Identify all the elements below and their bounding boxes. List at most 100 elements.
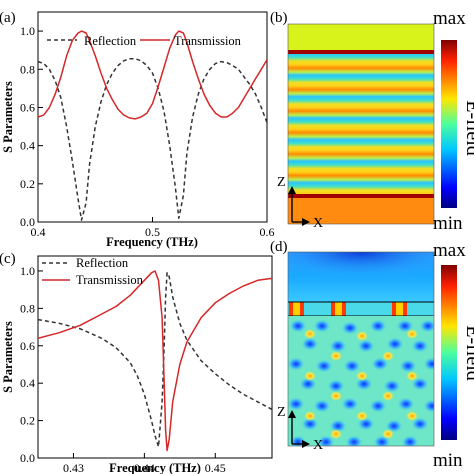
- field-d-node: [419, 319, 434, 333]
- panel-label-b: (b): [270, 10, 288, 26]
- axes-indicator-d: Z X: [277, 405, 323, 453]
- field-d-node: [341, 321, 359, 335]
- chart-c-ytick-label: 0.0: [20, 451, 35, 465]
- field-d-node: [357, 339, 375, 353]
- field-d-frame: [287, 251, 435, 447]
- field-d-node: [317, 435, 335, 446]
- field-b-top-edge: [288, 50, 434, 54]
- chart-c-ylabel: S Parameters: [1, 321, 15, 393]
- chart-c-xtick-label: 0.43: [63, 461, 84, 474]
- axis-z-label-b: Z: [277, 175, 286, 190]
- chart-c-xtick-label: 0.44: [134, 461, 155, 474]
- field-d-resonator-core: [396, 302, 403, 316]
- field-d-node: [329, 339, 347, 353]
- field-d-hotspot: [382, 391, 394, 401]
- axis-x-label-b: X: [313, 216, 323, 231]
- field-b-bottom-edge: [288, 194, 434, 198]
- chart-c-xlabel: Frequency (THz): [109, 461, 201, 474]
- field-d-hotspot: [382, 351, 394, 361]
- field-d-hotspot: [382, 429, 394, 439]
- field-b-frame: [287, 23, 435, 225]
- chart-a-xtick-label: 0.4: [31, 225, 46, 239]
- axes-indicator-b: Z X: [277, 175, 323, 231]
- field-d-node: [399, 359, 417, 373]
- field-d-node: [411, 339, 429, 353]
- chart-a-xtick-label: 0.6: [260, 225, 275, 239]
- chart-c-ytick-label: 1.0: [20, 264, 35, 278]
- chart-a-ytick-label: 0.0: [20, 215, 35, 229]
- axis-z-arrowhead-b: [288, 186, 296, 194]
- legend-reflection-label-c: Reflection: [76, 256, 129, 270]
- chart-c-xtick-label: 0.45: [205, 461, 226, 474]
- field-d-resonator-core: [293, 302, 300, 316]
- axis-z-arrowhead-d: [288, 410, 296, 418]
- field-map-d: [288, 252, 434, 446]
- chart-c: 0.43 0.44 0.45 0.0 0.2 0.4 0.6 0.8 1.0 Reflectio…: [1, 255, 273, 474]
- colorbar-b: max min E-field: [433, 8, 474, 234]
- field-d-node: [313, 399, 331, 413]
- chart-a-xlabel: Frequency (THz): [106, 235, 198, 249]
- chart-c-ytick-label: 0.8: [20, 301, 35, 315]
- chart-a-xtick-label: 0.5: [145, 225, 160, 239]
- field-d-top-dark: [288, 252, 434, 292]
- field-d-hotspot: [304, 329, 316, 339]
- colorbar-d-title: E-field: [462, 325, 474, 381]
- chart-a-ytick-label: 0.2: [20, 177, 35, 191]
- field-d-hotspot: [406, 329, 418, 339]
- field-d-hotspot: [330, 351, 342, 361]
- field-d-hotspot: [406, 411, 418, 421]
- colorbar-b-gradient: [441, 40, 457, 208]
- panel-label-d: (d): [270, 239, 288, 255]
- chart-a-ytick-label: 0.6: [20, 100, 35, 114]
- axis-x-arrowhead-d: [302, 440, 310, 448]
- legend-transmission-label-c: Transmission: [76, 273, 144, 287]
- field-d-node: [371, 357, 389, 371]
- chart-c-series-reflection: [38, 272, 272, 448]
- field-d-node: [288, 357, 305, 371]
- field-d-node: [369, 399, 387, 413]
- field-d-layer: [288, 302, 434, 316]
- field-d-node: [345, 435, 363, 446]
- field-d-hotspot: [304, 411, 316, 421]
- field-d-node: [411, 417, 429, 431]
- chart-c-frame: [37, 255, 273, 459]
- axis-x-label-d: X: [313, 438, 323, 453]
- chart-a-series-reflection: [38, 58, 267, 221]
- field-d-node: [341, 397, 359, 411]
- chart-c-ytick-label: 0.4: [20, 376, 35, 390]
- field-map-b: [288, 24, 434, 224]
- field-d-node: [327, 379, 345, 393]
- field-d-hotspot: [330, 391, 342, 401]
- chart-a-series-transmission: [38, 30, 267, 120]
- field-d-hotspot: [356, 411, 368, 421]
- chart-a-ytick-label: 0.8: [20, 62, 35, 76]
- panel-label-a: (a): [0, 10, 16, 26]
- colorbar-b-min: min: [433, 213, 463, 234]
- field-d-hotspot: [304, 371, 316, 381]
- colorbar-d-max: max: [433, 240, 466, 261]
- field-d-node: [301, 417, 319, 431]
- field-d-hotspot: [406, 371, 418, 381]
- field-d-hotspot: [330, 429, 342, 439]
- field-b-substrate: [288, 198, 434, 224]
- legend-transmission-label: Transmission: [174, 34, 242, 48]
- field-d-node: [315, 359, 333, 373]
- field-d-node: [301, 337, 319, 351]
- chart-c-series-transmission: [38, 270, 272, 452]
- chart-c-ytick-label: 0.6: [20, 339, 35, 353]
- chart-c-ytick-label: 0.2: [20, 414, 35, 428]
- field-d-node: [386, 337, 404, 351]
- field-d-hotspot: [356, 371, 368, 381]
- chart-c-legend: Reflection Transmission: [42, 256, 144, 287]
- chart-a: 0.4 0.5 0.6 0.0 0.2 0.4 0.6 0.8 1.0 Reflection T…: [1, 11, 275, 249]
- field-d-node: [313, 319, 331, 333]
- field-d-node: [423, 357, 434, 371]
- field-d-node: [383, 379, 401, 393]
- chart-a-ytick-label: 0.4: [20, 139, 35, 153]
- field-d-node: [343, 359, 361, 373]
- colorbar-b-max: max: [433, 8, 466, 29]
- chart-a-ytick-label: 1.0: [20, 24, 35, 38]
- colorbar-b-title: E-field: [462, 100, 474, 156]
- axis-x-arrowhead-b: [302, 218, 310, 226]
